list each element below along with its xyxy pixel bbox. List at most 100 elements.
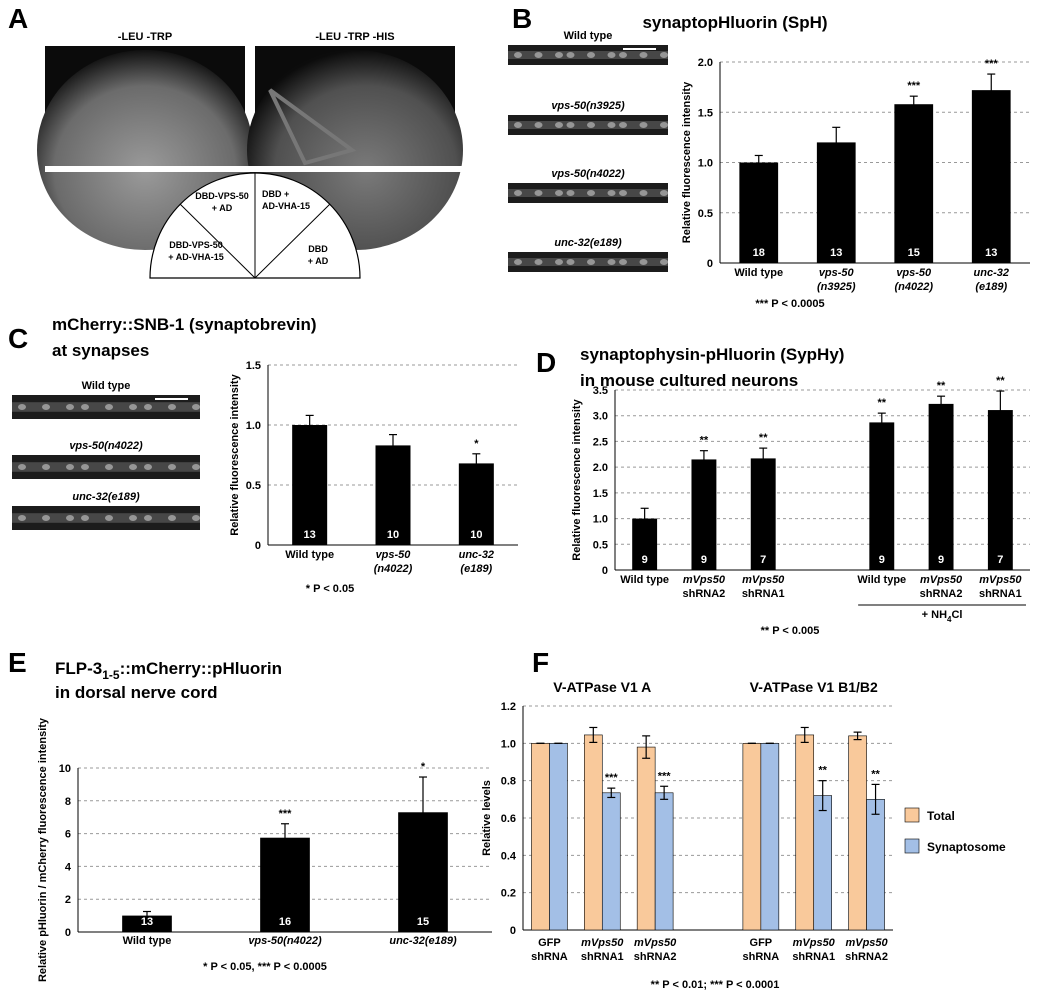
x-tick-label: Wild type [620, 574, 669, 586]
x-tick-label: shRNA1 [742, 588, 785, 600]
significance: *** [985, 58, 999, 70]
puncta [639, 259, 648, 265]
n-label: 9 [879, 554, 885, 566]
plate-label: -LEU -TRP [118, 31, 172, 43]
y-tick-label: 2 [65, 894, 71, 906]
footnote: ** P < 0.01; *** P < 0.0001 [651, 979, 780, 991]
bar [531, 743, 550, 931]
significance: ** [759, 432, 768, 444]
y-axis-label: Relative fluorescence intensity [229, 373, 241, 535]
sector-label: DBD-VPS-50 [195, 191, 249, 201]
n-label: 10 [470, 529, 482, 541]
x-tick-label: shRNA2 [845, 951, 888, 963]
puncta [555, 52, 563, 58]
x-tick-label: unc-32 [459, 549, 494, 561]
y-tick-label: 0.8 [501, 776, 516, 788]
n-label: 13 [830, 247, 842, 259]
bar [292, 425, 328, 545]
y-tick-label: 0.5 [593, 539, 608, 551]
x-tick-label: (n3925) [817, 281, 856, 293]
puncta [144, 404, 152, 410]
puncta [619, 52, 627, 58]
panel-label: D [536, 347, 556, 378]
y-tick-label: 0.5 [246, 480, 261, 492]
image-label: vps-50(n3925) [551, 100, 625, 112]
puncta [587, 259, 595, 265]
puncta [555, 259, 563, 265]
significance: ** [700, 435, 709, 447]
footnote: * P < 0.05 [306, 583, 354, 595]
puncta [105, 464, 113, 470]
x-tick-label: shRNA2 [920, 588, 963, 600]
bar [375, 445, 411, 545]
footnote: * P < 0.05, *** P < 0.0005 [203, 961, 327, 973]
y-axis-label: Relative levels [481, 780, 493, 856]
puncta [144, 515, 152, 521]
bar [691, 459, 717, 570]
x-tick-label: vps-50 [819, 267, 855, 279]
panel-label: C [8, 323, 28, 354]
x-tick-label: shRNA [743, 951, 780, 963]
puncta [514, 52, 522, 58]
bar [971, 90, 1011, 263]
significance: ** [871, 768, 880, 780]
n-label: 7 [760, 554, 766, 566]
plate-crop [45, 166, 465, 172]
x-tick-label: shRNA2 [634, 951, 677, 963]
title-part: 1-5 [102, 668, 120, 682]
puncta [81, 464, 89, 470]
puncta [566, 190, 575, 196]
sector-label: + AD [212, 203, 233, 213]
puncta [66, 464, 74, 470]
puncta [639, 190, 648, 196]
puncta [619, 190, 627, 196]
bar [601, 792, 621, 931]
bar [458, 463, 494, 545]
y-tick-label: 4 [65, 861, 72, 873]
puncta [129, 404, 137, 410]
significance: ** [878, 397, 887, 409]
puncta [660, 52, 668, 58]
puncta [168, 464, 176, 470]
y-axis-label: Relative fluorescence intensity [681, 81, 693, 243]
puncta [587, 52, 595, 58]
puncta [105, 404, 113, 410]
x-tick-label: vps-50 [376, 549, 412, 561]
x-tick-label: (n4022) [374, 563, 413, 575]
x-tick-label: shRNA2 [683, 588, 726, 600]
chart-subtitle: in dorsal nerve cord [55, 683, 218, 702]
puncta [66, 404, 74, 410]
x-tick-label: Wild type [734, 267, 783, 279]
bar [987, 410, 1013, 570]
image-label: Wild type [82, 380, 131, 392]
puncta [42, 464, 50, 470]
n-label: 9 [938, 554, 944, 566]
significance: ** [818, 765, 827, 777]
footnote: ** P < 0.005 [761, 625, 820, 637]
panel-label: B [512, 3, 532, 34]
footnote: *** P < 0.0005 [755, 298, 824, 310]
significance: *** [605, 772, 619, 784]
n-label: 16 [279, 916, 291, 928]
puncta [607, 52, 616, 58]
n-label: 9 [642, 554, 648, 566]
puncta [566, 122, 575, 128]
bar [549, 743, 568, 931]
puncta [619, 122, 627, 128]
bar [848, 735, 867, 931]
x-tick-label: Wild type [857, 574, 906, 586]
group-label: + NH4Cl [922, 609, 963, 624]
y-tick-label: 0.5 [698, 208, 713, 220]
x-tick-label: shRNA1 [979, 588, 1022, 600]
puncta [607, 190, 616, 196]
chart-subtitle: at synapses [52, 341, 149, 360]
group-title: V-ATPase V1 A [553, 679, 651, 695]
puncta [129, 515, 137, 521]
bar [260, 837, 310, 932]
n-label: 15 [908, 247, 920, 259]
title-part: ::mCherry::pHluorin [120, 659, 282, 678]
puncta [192, 464, 200, 470]
puncta [639, 52, 648, 58]
significance: *** [658, 770, 672, 782]
bar [742, 743, 762, 931]
